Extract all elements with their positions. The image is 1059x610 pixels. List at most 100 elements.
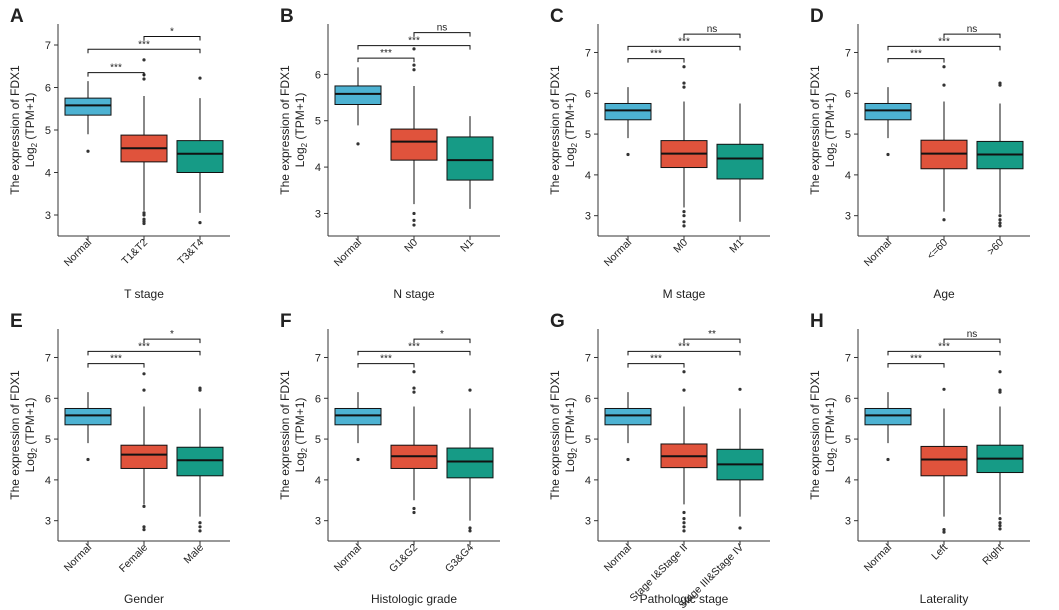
outlier-point	[682, 81, 686, 85]
outlier-point	[468, 388, 472, 392]
box-1	[920, 65, 968, 222]
y-axis-label-subscript: 2	[570, 142, 579, 147]
y-axis-label-log: Log	[293, 452, 307, 472]
box-body	[176, 446, 224, 477]
x-tick-label: Normal	[62, 542, 94, 574]
y-axis-label-log: Log	[563, 452, 577, 472]
y-tick-label: 7	[45, 352, 51, 364]
y-tick-label: 5	[585, 434, 591, 446]
outlier-point	[738, 526, 742, 530]
y-axis-label-main: The expression of FDX1	[8, 65, 22, 195]
y-tick-label: 3	[45, 516, 51, 528]
outlier-point	[142, 525, 146, 529]
y-axis-label-line2: Log2 (TPM+1)	[823, 93, 839, 168]
significance-bracket	[143, 338, 201, 344]
y-axis-label: The expression of FDX1Log2 (TPM+1)	[278, 370, 309, 500]
y-axis-label-log: Log	[23, 452, 37, 472]
outlier-point	[412, 223, 416, 227]
box-1	[390, 370, 438, 515]
y-axis-label-units: (TPM+1)	[823, 398, 837, 448]
significance-label: ***	[408, 36, 420, 47]
y-tick-label: 5	[315, 116, 321, 128]
x-tick-label: Normal	[62, 237, 94, 269]
panel-letter: F	[280, 311, 292, 332]
y-axis-label-subscript: 2	[830, 142, 839, 147]
outlier-point	[942, 83, 946, 87]
panel-letter: G	[550, 311, 565, 332]
y-tick-label: 4	[585, 475, 591, 487]
y-axis-label-line2: Log2 (TPM+1)	[563, 398, 579, 473]
panel-d: D 3 4 5 6 7 The expression of FDX1Log2 (TPM+1)…	[808, 6, 1030, 301]
outlier-point	[998, 527, 1002, 531]
y-axis-label-units: (TPM+1)	[293, 93, 307, 143]
y-axis-label-main: The expression of FDX1	[548, 65, 562, 195]
y-axis-label-log: Log	[823, 147, 837, 167]
significance-label: *	[170, 27, 174, 38]
box-1	[120, 372, 168, 532]
outlier-point	[998, 224, 1002, 228]
outlier-point	[682, 517, 686, 521]
significance-bracket	[357, 45, 471, 50]
significance-label: ***	[650, 49, 662, 60]
box-2	[716, 103, 764, 222]
x-tick-label: G1&G2	[387, 542, 420, 575]
x-axis-title: Histologic grade	[371, 592, 457, 606]
outlier-point	[682, 510, 686, 515]
outlier-point	[412, 390, 416, 394]
outlier-point	[356, 457, 360, 462]
y-tick-label: 3	[315, 516, 321, 528]
significance-label: ***	[938, 341, 950, 352]
outlier-point	[198, 76, 202, 80]
significance-label: ***	[380, 354, 392, 365]
box-body	[604, 407, 652, 426]
significance-bracket	[683, 33, 741, 39]
y-tick-label: 3	[585, 211, 591, 223]
outlier-point	[412, 370, 416, 374]
outlier-point	[468, 529, 472, 533]
y-tick-label: 7	[45, 40, 51, 52]
significance-bracket	[627, 45, 741, 51]
y-tick-label: 4	[315, 162, 321, 174]
panel-b: B 3 4 5 6 The expression of FDX1Log2 (TPM+1) N…	[278, 6, 500, 301]
panel-c: C 3 4 5 6 7 The expression of FDX1Log2 (TPM+1)…	[548, 6, 770, 301]
y-tick-label: 3	[845, 516, 851, 528]
significance-label: ns	[707, 24, 718, 35]
significance-bracket	[357, 350, 471, 356]
significance-bracket	[87, 48, 201, 54]
box-1	[120, 58, 168, 226]
panel-letter: C	[550, 6, 564, 27]
y-axis-label-line2: Log2 (TPM+1)	[823, 398, 839, 473]
outlier-point	[142, 528, 146, 532]
significance-bracket	[887, 58, 945, 63]
outlier-point	[412, 211, 416, 216]
y-tick-label: 3	[845, 211, 851, 223]
y-tick-label: 6	[585, 88, 591, 100]
y-axis-label-line2: Log2 (TPM+1)	[23, 93, 39, 168]
outlier-point	[682, 210, 686, 214]
significance-bracket	[143, 36, 201, 41]
outlier-point	[998, 521, 1002, 525]
y-axis-label-units: (TPM+1)	[563, 93, 577, 143]
box-1	[390, 47, 438, 227]
box-body	[446, 136, 494, 181]
significance-bracket	[683, 338, 741, 344]
y-axis-label-subscript: 2	[300, 447, 309, 452]
outlier-point	[942, 530, 946, 534]
outlier-point	[682, 65, 686, 69]
outlier-point	[626, 457, 630, 462]
y-axis-label-units: (TPM+1)	[293, 398, 307, 448]
significance-bracket	[357, 363, 415, 368]
outlier-point	[682, 220, 686, 224]
y-tick-label: 4	[845, 475, 851, 487]
box-body	[176, 140, 224, 173]
y-axis-label-subscript: 2	[30, 447, 39, 452]
significance-bracket	[943, 338, 1001, 344]
outlier-point	[142, 388, 146, 392]
significance-label: **	[708, 329, 716, 340]
significance-bracket	[627, 363, 685, 368]
outlier-point	[998, 388, 1002, 392]
y-tick-label: 4	[45, 475, 51, 487]
outlier-point	[142, 58, 146, 62]
box-2	[716, 387, 764, 530]
